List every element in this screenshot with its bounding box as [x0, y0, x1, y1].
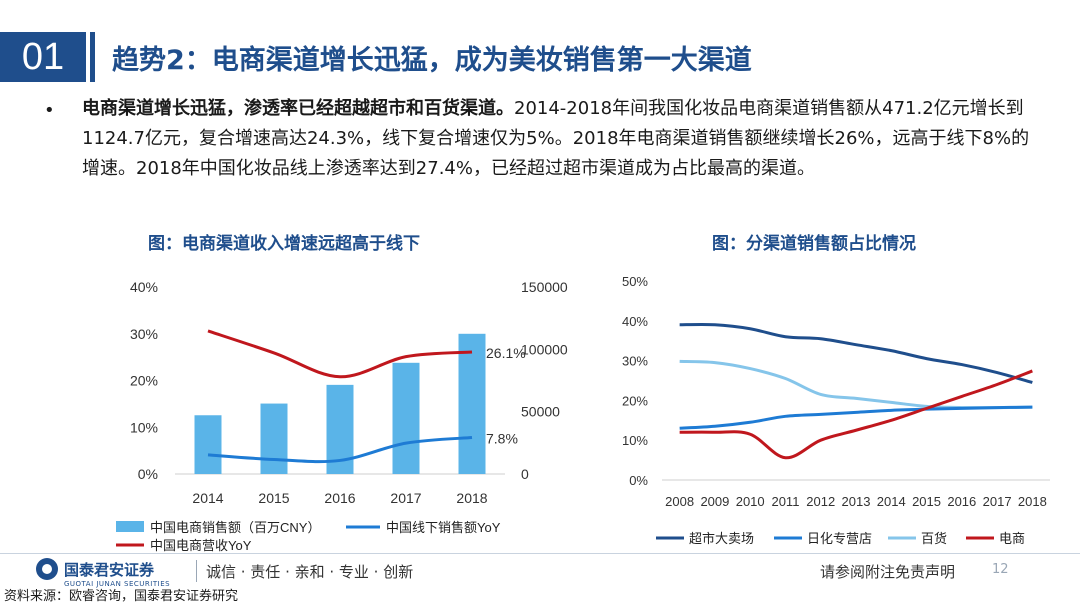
chart2-series-line [679, 322, 1033, 384]
body-lead: 电商渠道增长迅猛，渗透率已经超越超市和百货渠道。 [82, 98, 514, 119]
logo-text: 国泰君安证券 [64, 560, 155, 579]
chart2-x-tick: 2008 [665, 494, 694, 509]
chart2-y-tick: 10% [622, 433, 648, 448]
footer-slogan: 诚信 · 责任 · 亲和 · 专业 · 创新 [206, 563, 414, 581]
chart1-ecom-label: 26.1% [486, 345, 526, 361]
chart1-legend-ecom-label: 中国电商营收YoY [150, 538, 252, 553]
chart2-x-tick: 2013 [842, 494, 871, 509]
chart2-x-tick: 2018 [1018, 494, 1047, 509]
section-number: 01 [0, 32, 86, 82]
chart1-bar [392, 362, 420, 474]
chart2-line: 0% 10% 20% 30% 40% 50% 2008 2009 2010 2011 2012 201… [622, 274, 1050, 546]
chart2-title: 图：分渠道销售额占比情况 [712, 234, 916, 254]
chart2-x-tick: 2017 [983, 494, 1012, 509]
chart2-x-tick: 2011 [771, 494, 799, 509]
page-title: 趋势2：电商渠道增长迅猛，成为美妆销售第一大渠道 [112, 45, 752, 76]
chart1-bar [194, 415, 222, 474]
logo-english: GUOTAI JUNAN SECURITIES [64, 580, 171, 588]
chart1-x-tick: 2018 [456, 490, 487, 506]
source-note: 资料来源：欧睿咨询，国泰君安证券研究 [4, 589, 239, 604]
chart2-series-line [679, 405, 1033, 430]
chart2-y-tick: 50% [622, 274, 648, 289]
chart1-x-tick: 2015 [258, 490, 289, 506]
footer-disclaimer[interactable]: 请参阅附注免责声明 [820, 563, 956, 581]
chart2-legend-label: 日化专营店 [807, 531, 872, 546]
chart2-legend-label: 超市大卖场 [689, 531, 754, 546]
bullet-icon: • [44, 100, 55, 121]
footer-separator [196, 560, 197, 582]
chart1-offline-line [207, 436, 473, 464]
chart1-bar [458, 333, 486, 474]
chart1-left-tick: 40% [130, 279, 158, 295]
chart1-left-tick: 30% [130, 326, 158, 342]
chart1-x-tick: 2014 [192, 490, 223, 506]
chart1-left-tick: 20% [130, 373, 158, 389]
chart1-bar [260, 403, 288, 474]
chart2-legend-label: 电商 [999, 531, 1025, 546]
chart1-combo: 0% 10% 20% 30% 40% 0 50000 100000 150000 2014 2015… [116, 279, 568, 553]
chart1-right-tick: 50000 [521, 404, 560, 420]
chart1-right-tick: 150000 [521, 279, 568, 295]
chart1-right-tick: 100000 [521, 341, 568, 357]
chart2-y-tick: 40% [622, 314, 648, 329]
chart1-title: 图：电商渠道收入增速远超高于线下 [148, 234, 420, 254]
body-paragraph: 电商渠道增长迅猛，渗透率已经超越超市和百货渠道。2014-2018年间我国化妆品… [82, 94, 1042, 184]
logo-icon [36, 558, 58, 580]
chart1-legend-bar-label: 中国电商销售额（百万CNY） [150, 520, 320, 535]
chart2-y-tick: 0% [629, 473, 648, 488]
chart2-x-tick: 2016 [947, 494, 976, 509]
chart1-left-tick: 0% [138, 466, 158, 482]
chart2-x-tick: 2014 [877, 494, 906, 509]
chart1-left-tick: 10% [130, 419, 158, 435]
chart2-y-tick: 30% [622, 354, 648, 369]
chart1-x-tick: 2017 [390, 490, 421, 506]
chart1-ecom-line [207, 329, 473, 379]
chart2-x-tick: 2015 [912, 494, 941, 509]
chart1-legend-bar-swatch [116, 521, 144, 532]
chart1-right-tick: 0 [521, 466, 529, 482]
header-divider [90, 32, 95, 82]
chart2-x-tick: 2010 [736, 494, 765, 509]
chart2-legend-label: 百货 [921, 531, 947, 546]
chart1-x-tick: 2016 [324, 490, 355, 506]
company-logo: 国泰君安证券 [36, 557, 154, 581]
chart2-series-line [679, 369, 1033, 460]
chart2-x-tick: 2009 [700, 494, 729, 509]
footer-divider [0, 553, 1080, 554]
body-text: 2014-2018年间我国化妆品电商渠道销售额从471.2亿元增长到1124.7… [82, 98, 1030, 179]
chart1-offline-label: 7.8% [486, 431, 518, 447]
chart2-y-tick: 20% [622, 393, 648, 408]
page-number: 12 [992, 562, 1009, 577]
chart2-x-tick: 2012 [806, 494, 835, 509]
slide-header: 01 趋势2：电商渠道增长迅猛，成为美妆销售第一大渠道 [0, 22, 1080, 86]
chart1-legend-offline-label: 中国线下销售额YoY [386, 520, 501, 535]
